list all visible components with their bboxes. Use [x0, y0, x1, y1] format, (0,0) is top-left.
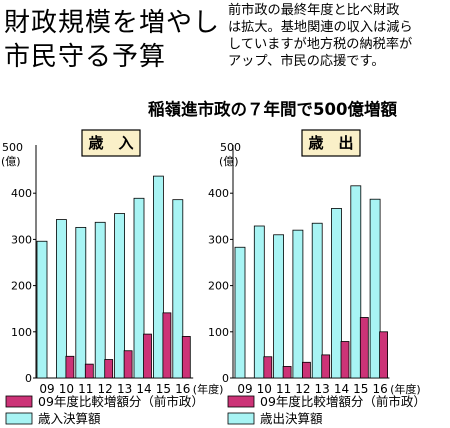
chart1-x-tick-label: 15	[156, 382, 171, 396]
chart2-y-tick-label: 0	[222, 372, 229, 385]
chart1-y-tick-label: 300	[11, 233, 32, 246]
intro-line-4: アップ、市民の応援です。	[228, 54, 385, 69]
chart2-base-bar	[234, 246, 246, 379]
chart1-base-bar	[152, 175, 164, 379]
chart2-base-bar	[311, 222, 323, 379]
chart2-base-bar	[331, 208, 342, 379]
chart2-x-tick-label: 12	[295, 382, 310, 396]
chart2-y-tick-label: 400	[208, 187, 229, 200]
intro-line-1: 前市政の最終年度と比べ財政	[228, 3, 400, 18]
chart1-base-bar	[36, 240, 48, 379]
chart2-x-tick-label: 15	[353, 382, 368, 396]
chart2-legend-swatch-increase	[227, 395, 255, 408]
chart1-x-tick-label: 11	[78, 382, 93, 396]
intro-line-3: していますが地方税の納税率が	[228, 37, 413, 52]
chart1-y-tick-label: 400	[11, 187, 32, 200]
chart1-increase-bar	[65, 355, 75, 379]
chart2-x-tick-label: 16	[372, 382, 387, 396]
chart2-title-box	[301, 129, 361, 157]
chart1-x-tick-label: 16	[175, 382, 190, 396]
chart2-legend-label-increase: 09年度比較増額分（前市政）	[260, 394, 426, 409]
chart1-legend-swatch-increase	[5, 395, 33, 408]
chart1-base-bar	[172, 199, 184, 379]
chart2-increase-bar	[379, 331, 389, 379]
chart1-base-bar	[94, 221, 106, 379]
chart1-increase-bar	[162, 312, 172, 379]
chart2-legend-swatch-base	[227, 412, 255, 425]
chart2-title: 歳 出	[308, 134, 353, 152]
chart1-title: 歳 入	[88, 134, 133, 152]
chart2-base-bar	[369, 198, 381, 379]
chart1-x-tick-label: 09	[39, 382, 54, 396]
chart1-x-tick-label: 14	[136, 382, 151, 396]
chart2-base-bar	[253, 225, 265, 379]
chart2-y-tick-label: 200	[208, 280, 229, 293]
chart1-base-bar	[56, 219, 67, 379]
chart2-x-tick-label: 13	[315, 382, 330, 396]
chart1-base-bar	[114, 213, 125, 379]
headline-line-1: 財政規模を増やし	[4, 8, 221, 38]
chart2-increase-bar	[340, 341, 350, 379]
chart1-legend-label-increase: 09年度比較増額分（前市政）	[38, 394, 204, 409]
chart2-legend-label-base: 歳出決算額	[260, 411, 323, 426]
chart1-increase-bar	[181, 336, 191, 379]
chart2-x-tick-label: 09	[237, 382, 252, 396]
headline-line-2: 市民守る予算	[4, 42, 167, 72]
chart1-increase-bar	[84, 363, 94, 379]
chart1-y-tick-label: 200	[11, 280, 32, 293]
chart1-x-tick-label: 10	[59, 382, 74, 396]
chart1-legend-swatch-base	[5, 412, 33, 425]
chart1-x-unit-label: (年度)	[193, 382, 224, 396]
chart1-y-unit-value: 500	[2, 141, 23, 154]
chart1-base-bar	[133, 197, 145, 379]
chart2-x-tick-label: 10	[257, 382, 272, 396]
intro-line-2: は拡大。基地関連の収入は減ら	[228, 20, 413, 35]
chart1-increase-bar	[123, 350, 133, 379]
chart1-y-tick-label: 0	[25, 372, 32, 385]
chart2-increase-bar	[263, 356, 273, 379]
chart2-increase-bar	[301, 361, 311, 379]
chart2-y-unit-label: (億)	[219, 155, 239, 168]
chart2-base-bar	[350, 185, 362, 379]
chart2-y-tick-label: 300	[208, 233, 229, 246]
charts-subtitle: 稲嶺進市政の７年間で500億増額	[148, 100, 397, 119]
chart1-legend-label-base: 歳入決算額	[38, 411, 101, 426]
chart2-y-unit-value: 500	[220, 141, 241, 154]
chart2-x-tick-label: 11	[276, 382, 291, 396]
chart2-x-unit-label: (年度)	[390, 382, 421, 396]
chart1-x-tick-label: 13	[117, 382, 132, 396]
intro-text: 前市政の最終年度と比べ財政 は拡大。基地関連の収入は減ら していますが地方税の納…	[228, 2, 450, 70]
chart2-increase-bar	[282, 366, 292, 379]
chart1-base-bar	[75, 226, 87, 379]
chart1-increase-bar	[143, 333, 152, 379]
chart1-x-tick-label: 12	[98, 382, 113, 396]
chart2-increase-bar	[359, 317, 369, 379]
chart1-y-unit-label: (億)	[1, 155, 21, 168]
chart2-y-tick-label: 100	[208, 326, 229, 339]
chart2-increase-bar	[321, 354, 331, 379]
chart2-base-bar	[273, 234, 285, 379]
chart1-y-tick-label: 100	[11, 326, 32, 339]
chart2-base-bar	[292, 229, 304, 379]
chart2-x-tick-label: 14	[334, 382, 349, 396]
chart1-title-box	[81, 129, 141, 157]
chart1-increase-bar	[104, 359, 114, 379]
headline: 財政規模を増やし 市民守る予算	[4, 6, 221, 74]
